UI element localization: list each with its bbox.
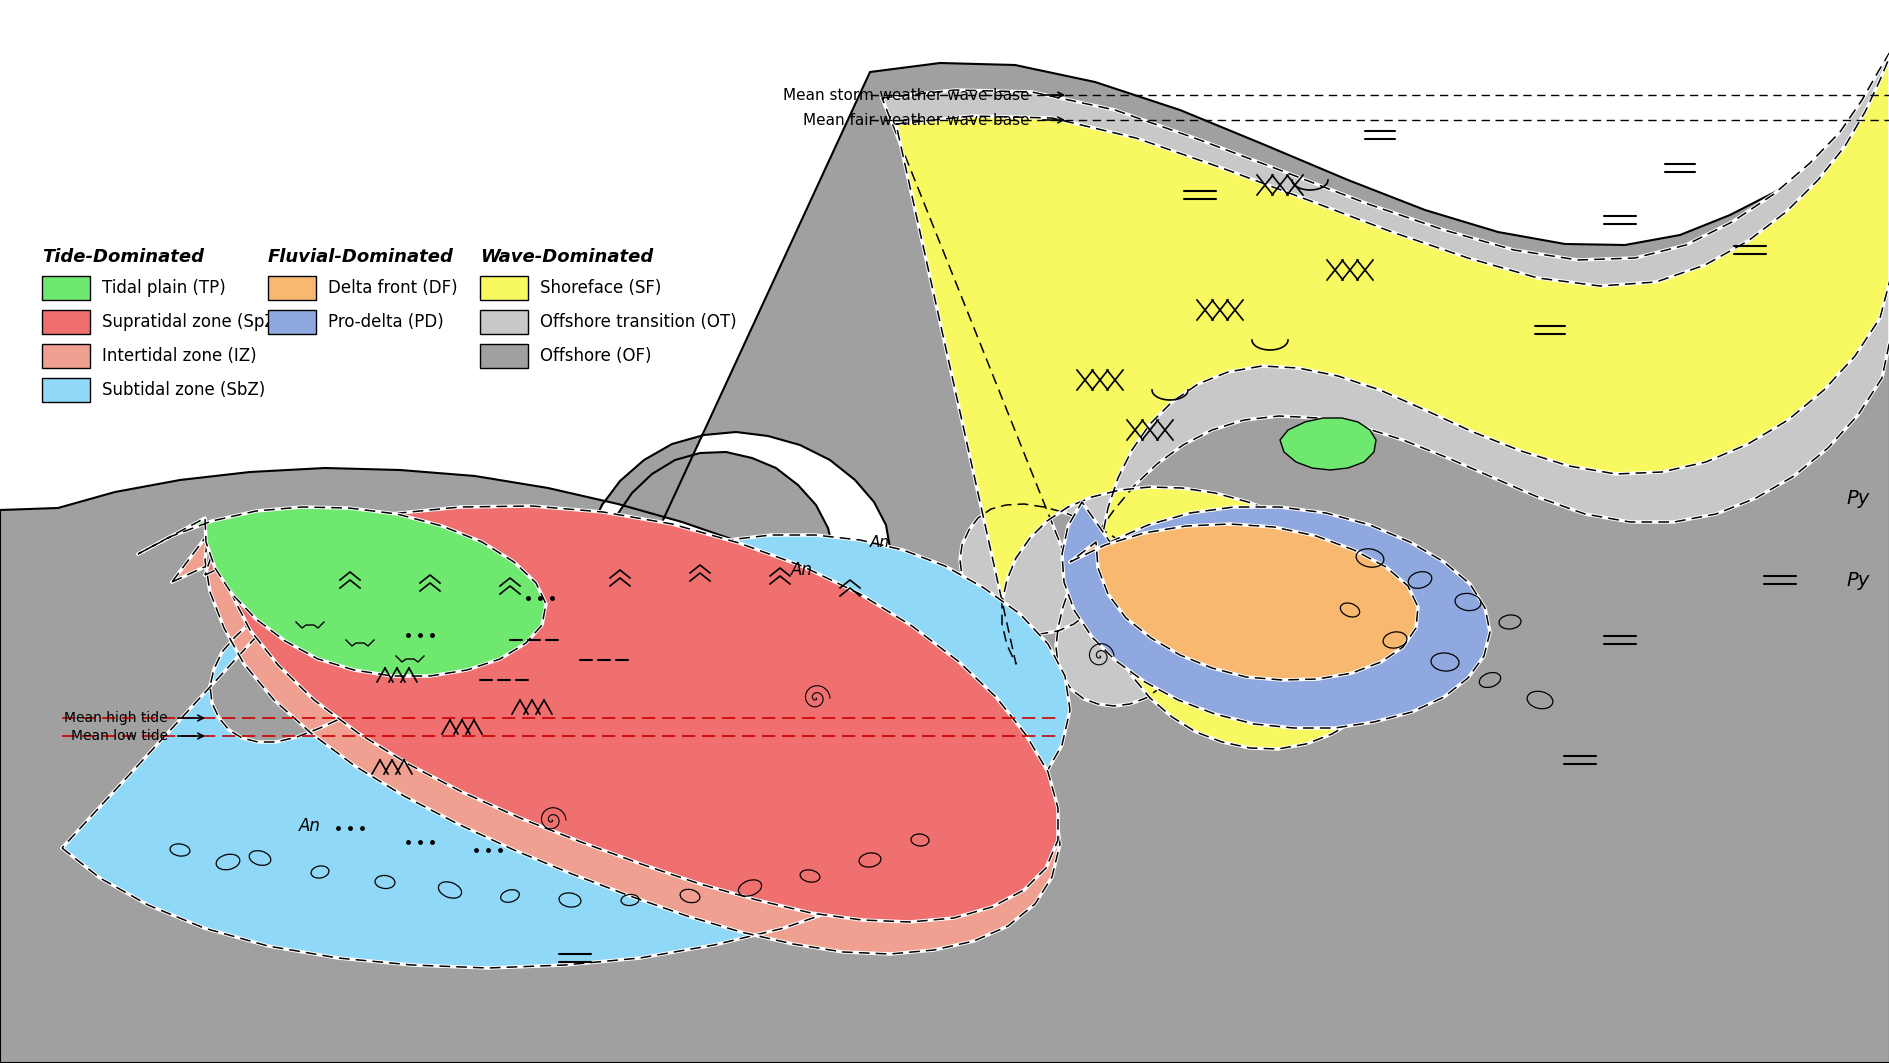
Text: Subtidal zone (SbZ): Subtidal zone (SbZ) [102,381,264,399]
Text: Offshore transition (OT): Offshore transition (OT) [540,313,737,331]
FancyBboxPatch shape [42,344,91,368]
Text: Mean storm-weather wave-base: Mean storm-weather wave-base [782,87,1030,102]
Text: Mean low tide: Mean low tide [72,729,168,743]
Text: Delta front (DF): Delta front (DF) [329,279,457,297]
Text: An: An [791,561,812,579]
Text: Pro-delta (PD): Pro-delta (PD) [329,313,444,331]
FancyBboxPatch shape [42,310,91,334]
Polygon shape [1069,524,1417,680]
Text: Tide-Dominated: Tide-Dominated [42,248,204,266]
Polygon shape [204,506,1058,922]
Text: Mean high tide: Mean high tide [64,711,168,725]
Text: Fluvial-Dominated: Fluvial-Dominated [268,248,453,266]
Polygon shape [172,514,1060,954]
Polygon shape [1062,502,1489,728]
FancyBboxPatch shape [268,310,315,334]
Text: Wave-Dominated: Wave-Dominated [480,248,654,266]
Polygon shape [0,55,1889,1063]
FancyBboxPatch shape [42,276,91,300]
Text: Supratidal zone (SpZ): Supratidal zone (SpZ) [102,313,281,331]
Polygon shape [62,535,1069,968]
FancyBboxPatch shape [42,378,91,402]
Text: Shoreface (SF): Shoreface (SF) [540,279,661,297]
Text: Mean fair-weather wave-base: Mean fair-weather wave-base [803,113,1030,128]
FancyBboxPatch shape [268,276,315,300]
Polygon shape [1279,418,1375,470]
Polygon shape [895,56,1889,749]
FancyBboxPatch shape [480,344,527,368]
FancyBboxPatch shape [480,310,527,334]
FancyBboxPatch shape [480,276,527,300]
Polygon shape [138,507,546,676]
Text: Py: Py [1846,571,1868,590]
Text: An: An [869,535,890,550]
Text: Offshore (OF): Offshore (OF) [540,347,652,365]
Text: Tidal plain (TP): Tidal plain (TP) [102,279,225,297]
Text: An: An [298,817,321,836]
Text: Py: Py [1846,489,1868,507]
Text: Intertidal zone (IZ): Intertidal zone (IZ) [102,347,257,365]
Polygon shape [882,52,1889,706]
